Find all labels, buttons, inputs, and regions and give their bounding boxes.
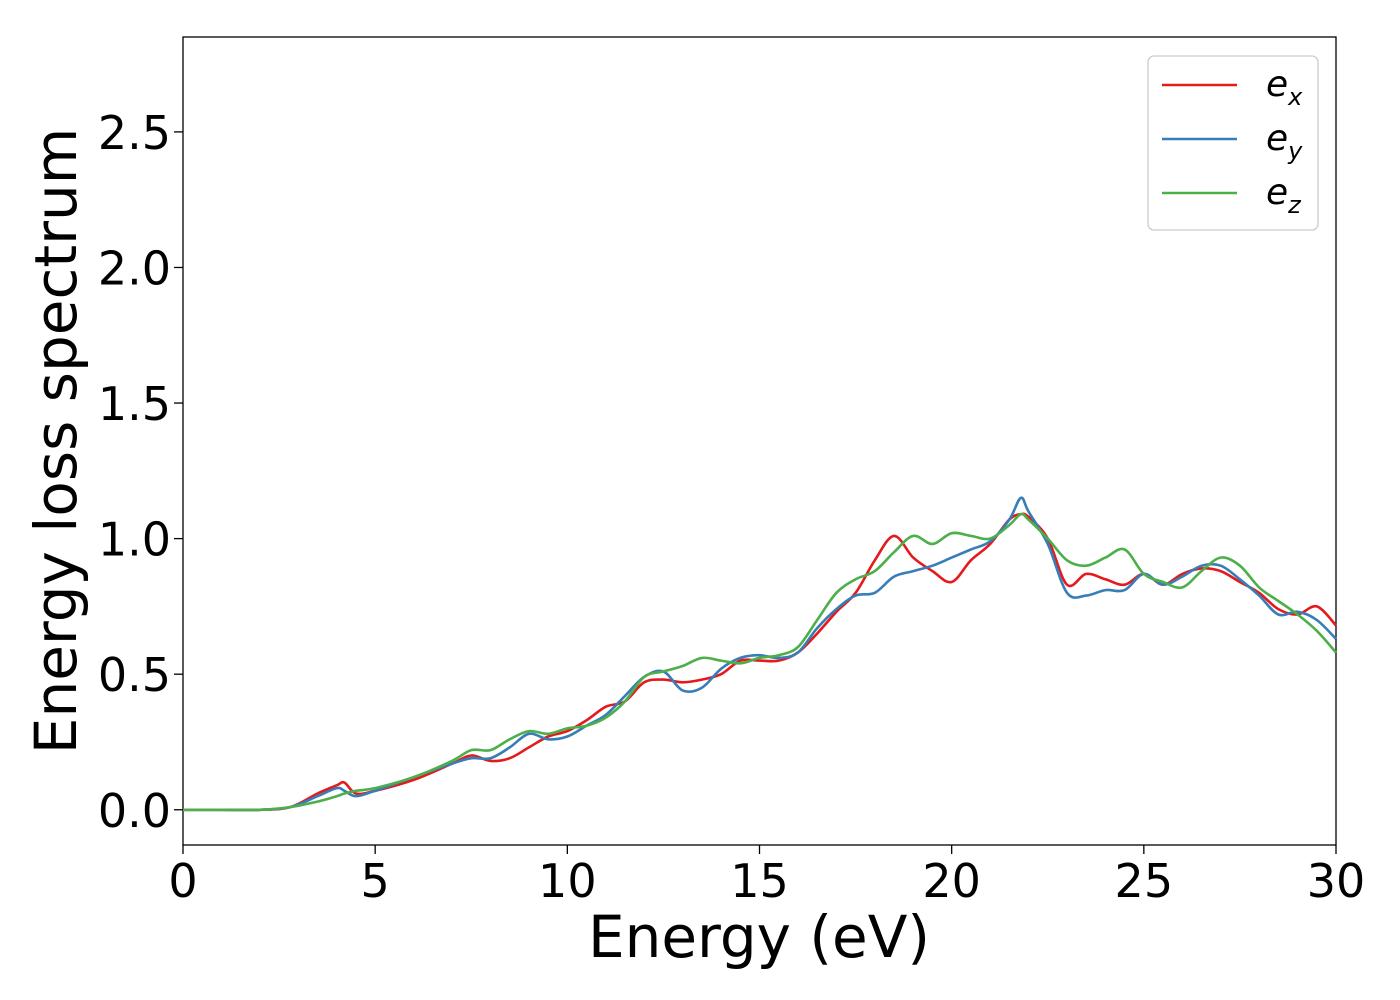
y-tick-label: 2.5: [98, 106, 171, 160]
x-tick-label: 20: [922, 854, 981, 908]
y-axis-title: Energy loss spectrum: [22, 128, 90, 754]
x-tick-label: 0: [168, 854, 197, 908]
x-tick-label: 10: [538, 854, 597, 908]
plot-area: [182, 36, 1337, 846]
x-tick-label: 5: [361, 854, 390, 908]
y-tick-label: 0.5: [98, 648, 171, 702]
y-tick-label: 1.0: [98, 513, 171, 567]
legend-box: [1147, 55, 1319, 231]
x-tick-label: 25: [1115, 854, 1174, 908]
x-axis: 0 5 10 15 20 25 30: [168, 845, 1365, 908]
y-tick-label: 2.0: [98, 241, 171, 295]
y-tick-label: 0.0: [98, 784, 171, 838]
series-layer: [183, 496, 1337, 812]
x-tick-label: 30: [1307, 854, 1366, 908]
x-tick-label: 15: [730, 854, 789, 908]
x-axis-title: Energy (eV): [588, 903, 930, 971]
series-line-ez: [183, 512, 1337, 812]
y-axis: 0.0 0.5 1.0 1.5 2.0 2.5: [98, 106, 183, 838]
y-tick-label: 1.5: [98, 377, 171, 431]
